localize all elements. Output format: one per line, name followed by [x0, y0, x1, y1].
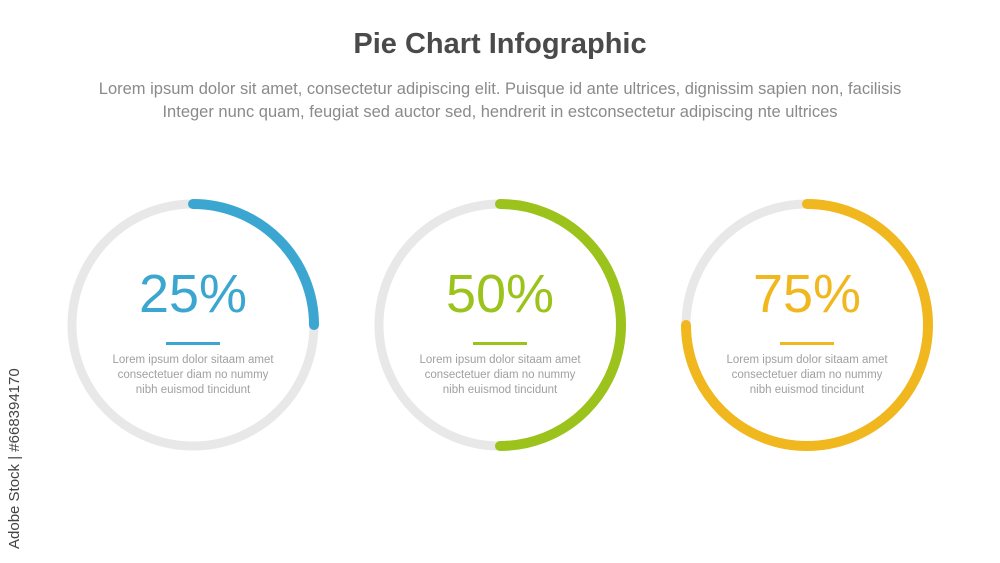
ring-value-arc [681, 199, 933, 451]
ring-chart-1: 25% Lorem ipsum dolor sitaam amet consecte… [63, 195, 323, 455]
description-line: Lorem ipsum dolor sitaam amet [112, 354, 274, 366]
description-line: nibh euismod tincidunt [442, 384, 558, 396]
page-subtitle: Lorem ipsum dolor sit amet, consectetur … [0, 78, 1000, 124]
watermark-text: Adobe Stock | #668394170 [6, 368, 23, 549]
ring-chart-2: 50% Lorem ipsum dolor sitaam amet consecte… [370, 195, 630, 455]
percent-label: 75% [752, 264, 862, 324]
page-title: Pie Chart Infographic [353, 28, 647, 60]
description-line: consectetuer diam no nummy [731, 369, 883, 381]
description: Lorem ipsum dolor sitaam amet consectetue… [677, 353, 937, 398]
ring-chart-3: 75% Lorem ipsum dolor sitaam amet consecte… [677, 195, 937, 455]
ring-value-arc [188, 199, 319, 330]
description-line: nibh euismod tincidunt [749, 384, 865, 396]
description: Lorem ipsum dolor sitaam amet consectetue… [63, 353, 323, 398]
percent-label: 50% [445, 264, 555, 324]
ring-svg [374, 199, 626, 451]
percent-label: 25% [138, 264, 248, 324]
description-line: Lorem ipsum dolor sitaam amet [419, 354, 581, 366]
subtitle-line-2: Integer nunc quam, feugiat sed auctor se… [162, 103, 838, 121]
divider [166, 342, 220, 345]
subtitle-line-1: Lorem ipsum dolor sit amet, consectetur … [98, 80, 902, 98]
ring-svg [67, 199, 319, 451]
description-line: nibh euismod tincidunt [135, 384, 251, 396]
description-line: consectetuer diam no nummy [117, 369, 269, 381]
divider [473, 342, 527, 345]
ring-value-arc [495, 199, 626, 451]
divider [780, 342, 834, 345]
description-line: consectetuer diam no nummy [424, 369, 576, 381]
ring-svg [681, 199, 933, 451]
description: Lorem ipsum dolor sitaam amet consectetue… [370, 353, 630, 398]
description-line: Lorem ipsum dolor sitaam amet [726, 354, 888, 366]
